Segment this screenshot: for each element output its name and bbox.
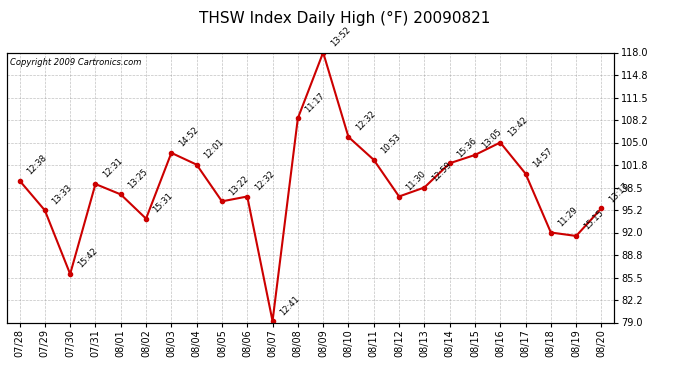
Text: 15:31: 15:31 (152, 191, 175, 214)
Text: 15:36: 15:36 (455, 136, 479, 159)
Text: 15:42: 15:42 (76, 247, 99, 270)
Text: 12:38: 12:38 (25, 153, 48, 176)
Text: 13:17: 13:17 (607, 181, 631, 204)
Text: 15:15: 15:15 (582, 209, 605, 232)
Text: 13:52: 13:52 (328, 25, 352, 48)
Text: 11:17: 11:17 (304, 91, 326, 114)
Text: 11:30: 11:30 (404, 169, 428, 192)
Text: 12:32: 12:32 (354, 110, 377, 133)
Text: 10:53: 10:53 (380, 132, 402, 156)
Text: 13:42: 13:42 (506, 115, 529, 138)
Text: 13:25: 13:25 (126, 167, 150, 190)
Text: 13:33: 13:33 (50, 183, 74, 206)
Text: 12:59: 12:59 (430, 160, 453, 183)
Text: 14:57: 14:57 (531, 146, 554, 170)
Text: 12:32: 12:32 (253, 169, 276, 192)
Text: Copyright 2009 Cartronics.com: Copyright 2009 Cartronics.com (10, 58, 141, 67)
Text: 12:01: 12:01 (202, 137, 226, 160)
Text: 12:41: 12:41 (278, 294, 302, 317)
Text: 12:31: 12:31 (101, 157, 124, 180)
Text: 11:29: 11:29 (556, 205, 580, 228)
Text: 13:22: 13:22 (228, 174, 250, 197)
Text: 14:52: 14:52 (177, 126, 200, 149)
Text: THSW Index Daily High (°F) 20090821: THSW Index Daily High (°F) 20090821 (199, 11, 491, 26)
Text: 13:05: 13:05 (480, 128, 504, 151)
